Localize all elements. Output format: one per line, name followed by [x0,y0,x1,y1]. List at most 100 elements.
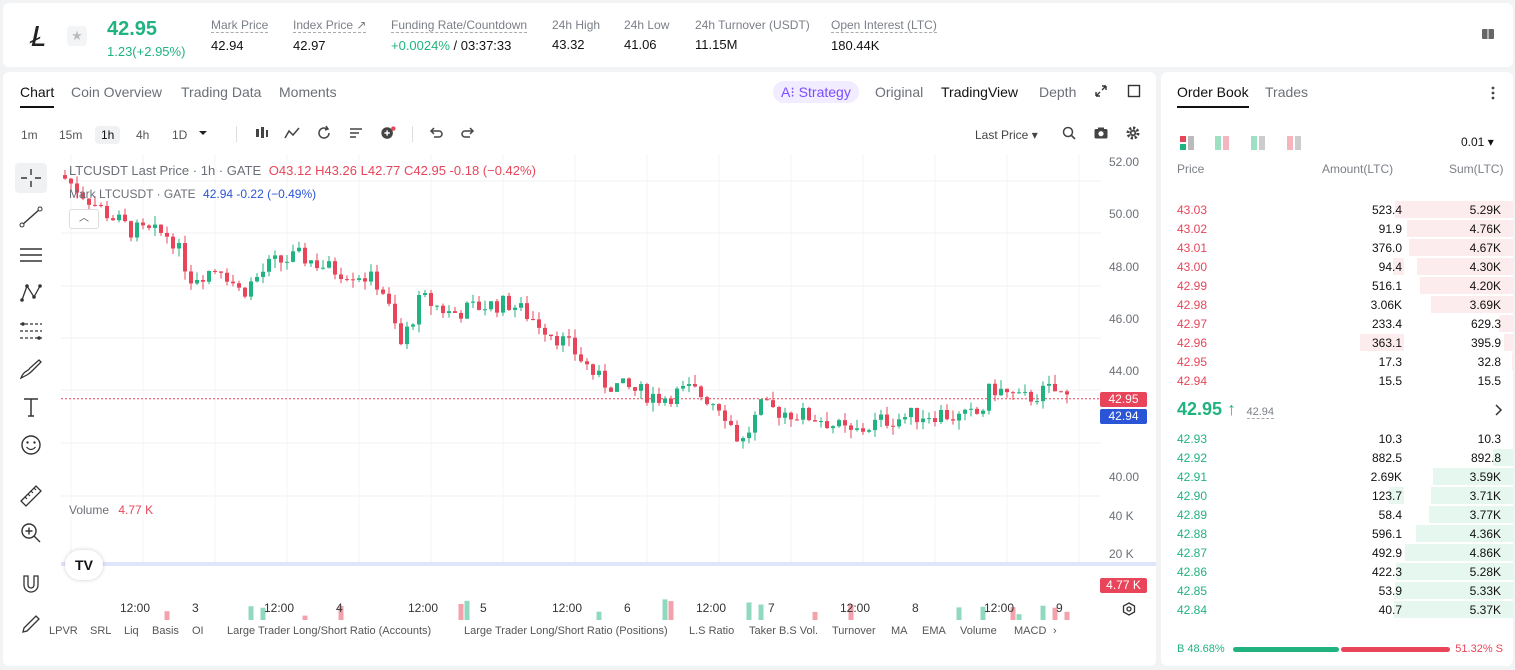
expand-icon[interactable] [1094,84,1108,98]
indicator-volume[interactable]: Volume [960,625,997,637]
bid-row[interactable]: 42.90 123.7 3.71K [1161,486,1513,505]
favorite-star-icon[interactable]: ★ [67,26,87,46]
ask-row[interactable]: 42.96 363.1 395.9 [1161,333,1513,352]
bid-row[interactable]: 42.86 422.3 5.28K [1161,562,1513,581]
bid-row[interactable]: 42.88 596.1 4.36K [1161,524,1513,543]
ask-row[interactable]: 42.97 233.4 629.3 [1161,314,1513,333]
timeframe-1d[interactable]: 1D [172,128,188,142]
bid-row[interactable]: 42.93 10.3 10.3 [1161,429,1513,448]
view-depth[interactable]: Depth [1039,84,1077,100]
pattern-tool-icon[interactable] [15,278,47,308]
indicator-liq[interactable]: Liq [124,625,139,637]
view-tradingview[interactable]: TradingView [941,84,1019,100]
view-original[interactable]: Original [875,84,924,100]
ask-row[interactable]: 42.95 17.3 32.8 [1161,352,1513,371]
indicator-ema[interactable]: EMA [922,625,946,637]
book-icon[interactable] [1481,27,1495,41]
chevron-right-icon[interactable] [1493,404,1503,416]
ask-row[interactable]: 42.98 3.06K 3.69K [1161,295,1513,314]
fullscreen-icon[interactable] [1127,84,1141,98]
ask-row[interactable]: 43.03 523.4 5.29K [1161,200,1513,219]
redo-icon[interactable] [460,125,476,141]
indicator-turnover[interactable]: Turnover [832,625,876,637]
magnet-tool-icon[interactable] [15,568,47,598]
indicator-taker-b-s-vol-[interactable]: Taker B.S Vol. [749,625,819,637]
ask-row[interactable]: 43.01 376.0 4.67K [1161,238,1513,257]
more-options-icon[interactable] [1488,85,1498,101]
timeframe-15m[interactable]: 15m [59,128,83,142]
indicator-large-trader-long-short-ratio-accounts-[interactable]: Large Trader Long/Short Ratio (Accounts) [227,625,432,637]
book-bids-only-icon[interactable] [1250,135,1266,151]
trendline-tool-icon[interactable] [15,202,47,232]
precision-select[interactable]: 0.01 ▾ [1461,135,1494,149]
tab-coin-overview[interactable]: Coin Overview [71,84,163,100]
indicator-oi[interactable]: OI [192,625,204,637]
ask-row[interactable]: 42.99 516.1 4.20K [1161,276,1513,295]
stat-label[interactable]: Mark Price [211,18,269,33]
mid-price-row[interactable]: 42.95 ↑ 42.94 [1177,399,1507,423]
row-sum: 5.28K [1469,565,1501,579]
bid-row[interactable]: 42.84 40.7 5.37K [1161,600,1513,619]
indicator-basis[interactable]: Basis [152,625,179,637]
bid-row[interactable]: 42.87 492.9 4.86K [1161,543,1513,562]
stat-label[interactable]: Index Price ↗ [293,18,367,33]
timeframe-dropdown-icon[interactable] [195,125,211,141]
depth-bar [1433,468,1513,485]
crosshair-tool-icon[interactable] [15,163,47,193]
timeframe-1m[interactable]: 1m [21,128,38,142]
zoom-in-tool-icon[interactable] [15,518,47,548]
bid-row[interactable]: 42.85 53.9 5.33K [1161,581,1513,600]
lock-drawing-tool-icon[interactable] [15,606,47,636]
tab-chart[interactable]: Chart [20,84,55,108]
tab-trades[interactable]: Trades [1265,84,1309,100]
indicator-macd[interactable]: MACD [1014,625,1047,637]
indicators-icon[interactable] [284,125,300,141]
brush-tool-icon[interactable] [15,354,47,384]
ask-row[interactable]: 43.00 94.4 4.30K [1161,257,1513,276]
ask-row[interactable]: 42.94 15.5 15.5 [1161,371,1513,390]
indicator-large-trader-long-short-ratio-positions-[interactable]: Large Trader Long/Short Ratio (Positions… [464,625,668,637]
tab-order-book[interactable]: Order Book [1177,84,1249,108]
book-split-icon[interactable] [1214,135,1230,151]
emoji-tool-icon[interactable] [15,430,47,460]
add-indicator-icon[interactable] [380,125,396,141]
camera-icon[interactable] [1093,125,1109,141]
book-both-sides-icon[interactable] [1179,135,1195,151]
indicator-l-s-ratio[interactable]: L.S Ratio [689,625,735,637]
stat-label[interactable]: Funding Rate/Countdown [391,18,528,33]
candle-body [771,400,775,408]
candle-body [483,309,487,311]
undo-icon[interactable] [428,125,444,141]
settings-gear-icon[interactable] [1125,125,1141,141]
candle-type-icon[interactable] [254,125,270,141]
tab-moments[interactable]: Moments [279,84,337,100]
collapse-legend-button[interactable]: ︿ [69,209,99,229]
timeframe-1h[interactable]: 1h [95,126,121,144]
tradingview-logo[interactable]: TV [65,550,103,580]
price-source-select[interactable]: Last Price ▾ [975,128,1038,142]
bid-row[interactable]: 42.91 2.69K 3.59K [1161,467,1513,486]
text-tool-icon[interactable] [15,392,47,422]
candle-body [807,407,811,421]
timeframe-4h[interactable]: 4h [136,128,150,142]
bid-row[interactable]: 42.92 882.5 892.8 [1161,448,1513,467]
search-icon[interactable] [1061,125,1077,141]
indicator-lpvr[interactable]: LPVR [49,625,78,637]
strategy-button[interactable]: A⁝ Strategy [773,81,859,103]
indicator-scroll-right-icon[interactable]: › [1049,625,1061,637]
candle-body [705,397,709,405]
replay-icon[interactable] [316,125,332,141]
ask-row[interactable]: 43.02 91.9 4.76K [1161,219,1513,238]
chart-settings-icon[interactable] [1122,602,1136,616]
stat-label[interactable]: Open Interest (LTC) [831,18,937,33]
ruler-tool-icon[interactable] [15,480,47,510]
tab-trading-data[interactable]: Trading Data [181,84,262,100]
layout-icon[interactable] [348,125,364,141]
book-asks-only-icon[interactable] [1286,135,1302,151]
bid-row[interactable]: 42.89 58.4 3.77K [1161,505,1513,524]
horizontal-lines-tool-icon[interactable] [15,240,47,270]
indicator-ma[interactable]: MA [891,625,908,637]
fib-tool-icon[interactable] [15,316,47,346]
indicator-srl[interactable]: SRL [90,625,112,637]
candlestick-chart[interactable] [61,154,1156,620]
